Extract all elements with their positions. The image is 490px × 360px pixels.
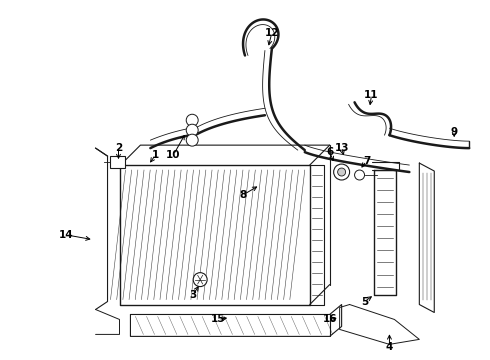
Text: 7: 7 xyxy=(363,156,370,166)
Text: 5: 5 xyxy=(361,297,368,306)
Text: 2: 2 xyxy=(115,143,122,153)
Text: 6: 6 xyxy=(326,147,333,157)
Text: 12: 12 xyxy=(265,28,279,37)
Text: 8: 8 xyxy=(240,190,246,200)
Text: 9: 9 xyxy=(451,127,458,137)
Circle shape xyxy=(186,134,198,146)
Text: 14: 14 xyxy=(58,230,73,240)
Text: 11: 11 xyxy=(364,90,379,100)
Text: 10: 10 xyxy=(166,150,180,160)
Bar xyxy=(110,156,125,168)
Text: 3: 3 xyxy=(190,289,197,300)
Circle shape xyxy=(193,273,207,287)
Circle shape xyxy=(186,114,198,126)
Circle shape xyxy=(186,124,198,136)
Text: 4: 4 xyxy=(386,342,393,352)
Circle shape xyxy=(338,168,345,176)
Text: 13: 13 xyxy=(334,143,349,153)
Text: 1: 1 xyxy=(152,150,159,160)
Circle shape xyxy=(334,164,349,180)
Text: 15: 15 xyxy=(211,314,225,324)
Text: 16: 16 xyxy=(322,314,337,324)
Circle shape xyxy=(355,170,365,180)
